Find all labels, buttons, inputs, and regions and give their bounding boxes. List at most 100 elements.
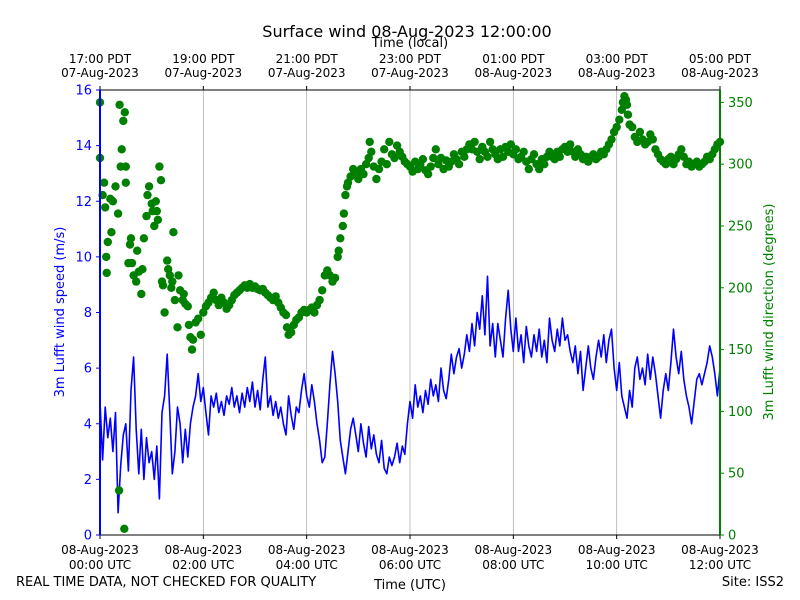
wind-direction-point [108,197,118,206]
wind-direction-point [460,152,469,161]
wind-direction-point [359,169,368,179]
bottom-tick-label: 06:00 UTC [379,558,441,572]
wind-direction-point [126,234,136,243]
wind-direction-point [524,164,533,174]
wind-direction-point [382,160,391,169]
wind-direction-point [380,145,389,154]
wind-direction-point [336,234,345,243]
bottom-tick-label: 08:00 UTC [482,558,544,572]
wind-direction-point [160,308,169,317]
bottom-tick-label: 02:00 UTC [172,558,234,572]
wind-direction-point [150,221,159,231]
wind-direction-point [483,152,492,161]
wind-direction-point [318,286,327,295]
wind-direction-point [187,345,197,354]
wind-direction-point [121,178,130,187]
left-axis-label: 3m Lufft wind speed (m/s) [53,227,68,398]
right-tick-label: 300 [728,158,753,173]
bottom-tick-label: 10:00 UTC [586,558,648,572]
wind-direction-point [372,174,381,184]
wind-direction-point [142,211,151,221]
top-tick-label: 03:00 PDT [586,52,649,66]
bottom-tick-label: 04:00 UTC [276,558,338,572]
wind-direction-point [120,108,129,117]
right-tick-label: 250 [728,219,753,234]
wind-direction-point [174,271,183,280]
wind-direction-point [623,110,633,119]
top-tick-label: 08-Aug-2023 [578,66,656,80]
wind-direction-point [540,160,549,169]
wind-direction-point [485,137,495,147]
wind-direction-point [617,105,626,115]
bottom-tick-label: 08-Aug-2023 [268,543,346,557]
wind-direction-point [196,330,205,339]
wind-direction-point [390,153,399,163]
wind-direction-point [179,289,188,299]
wind-direction-point [107,228,116,237]
wind-direction-point [194,314,203,323]
wind-direction-point [167,283,176,292]
wind-direction-point [615,115,624,124]
left-tick-label: 8 [84,306,92,321]
wind-direction-point [330,273,340,283]
wind-direction-point [132,277,141,286]
top-tick-label: 19:00 PDT [172,52,235,66]
bottom-tick-label: 08-Aug-2023 [475,543,553,557]
wind-direction-point [555,152,564,161]
wind-direction-point [99,178,109,187]
wind-direction-point [310,308,319,317]
left-tick-label: 4 [84,417,92,432]
wind-direction-point [431,145,440,154]
wind-direction-point [101,203,110,212]
bottom-tick-label: 08-Aug-2023 [165,543,243,557]
wind-direction-point [151,197,160,206]
wind-direction-point [102,252,111,262]
wind-direction-point [114,486,124,495]
wind-direction-point [163,256,172,265]
wind-direction-point [511,145,521,154]
series-layer [95,92,725,533]
wind-direction-point [385,137,394,147]
wind-direction-point [628,122,637,132]
wind-direction-point [120,524,129,533]
wind-direction-point [102,268,111,278]
wind-direction-point [429,153,438,163]
wind-direction-points [95,92,725,354]
wind-direction-point [367,147,376,156]
wind-direction-point [498,152,508,161]
left-tick-label: 2 [84,473,92,488]
left-tick-label: 16 [75,84,92,99]
wind-direction-point [334,246,343,255]
wind-direction-point [519,147,528,156]
right-tick-label: 50 [728,467,745,482]
bottom-tick-label: 08-Aug-2023 [61,543,139,557]
right-tick-label: 350 [728,96,753,111]
top-tick-label: 07-Aug-2023 [165,66,243,80]
wind-direction-point [365,137,374,147]
wind-direction-point [315,295,324,305]
wind-direction-point [529,150,539,159]
wind-direction-point [188,335,198,344]
wind-direction-point [137,289,146,299]
wind-direction-point [470,137,479,147]
wind-direction-point [374,164,384,174]
wind-direction-point [418,155,428,164]
wind-direction-point [566,140,575,149]
wind-direction-point [117,145,126,154]
top-tick-label: 08-Aug-2023 [475,66,553,80]
wind-direction-point [111,182,120,191]
top-tick-label: 21:00 PDT [276,52,339,66]
wind-direction-point [209,288,218,297]
chart-title: Surface wind 08-Aug-2023 12:00:00 [262,22,551,41]
bottom-tick-label: 08-Aug-2023 [578,543,656,557]
wind-speed-line [99,275,721,514]
wind-direction-point [139,234,149,243]
wind-direction-point [158,281,168,290]
left-tick-label: 6 [84,362,92,377]
wind-direction-point [454,160,464,169]
left-tick-label: 0 [84,529,92,544]
wind-direction-point [341,190,350,200]
wind-direction-point [648,135,657,144]
